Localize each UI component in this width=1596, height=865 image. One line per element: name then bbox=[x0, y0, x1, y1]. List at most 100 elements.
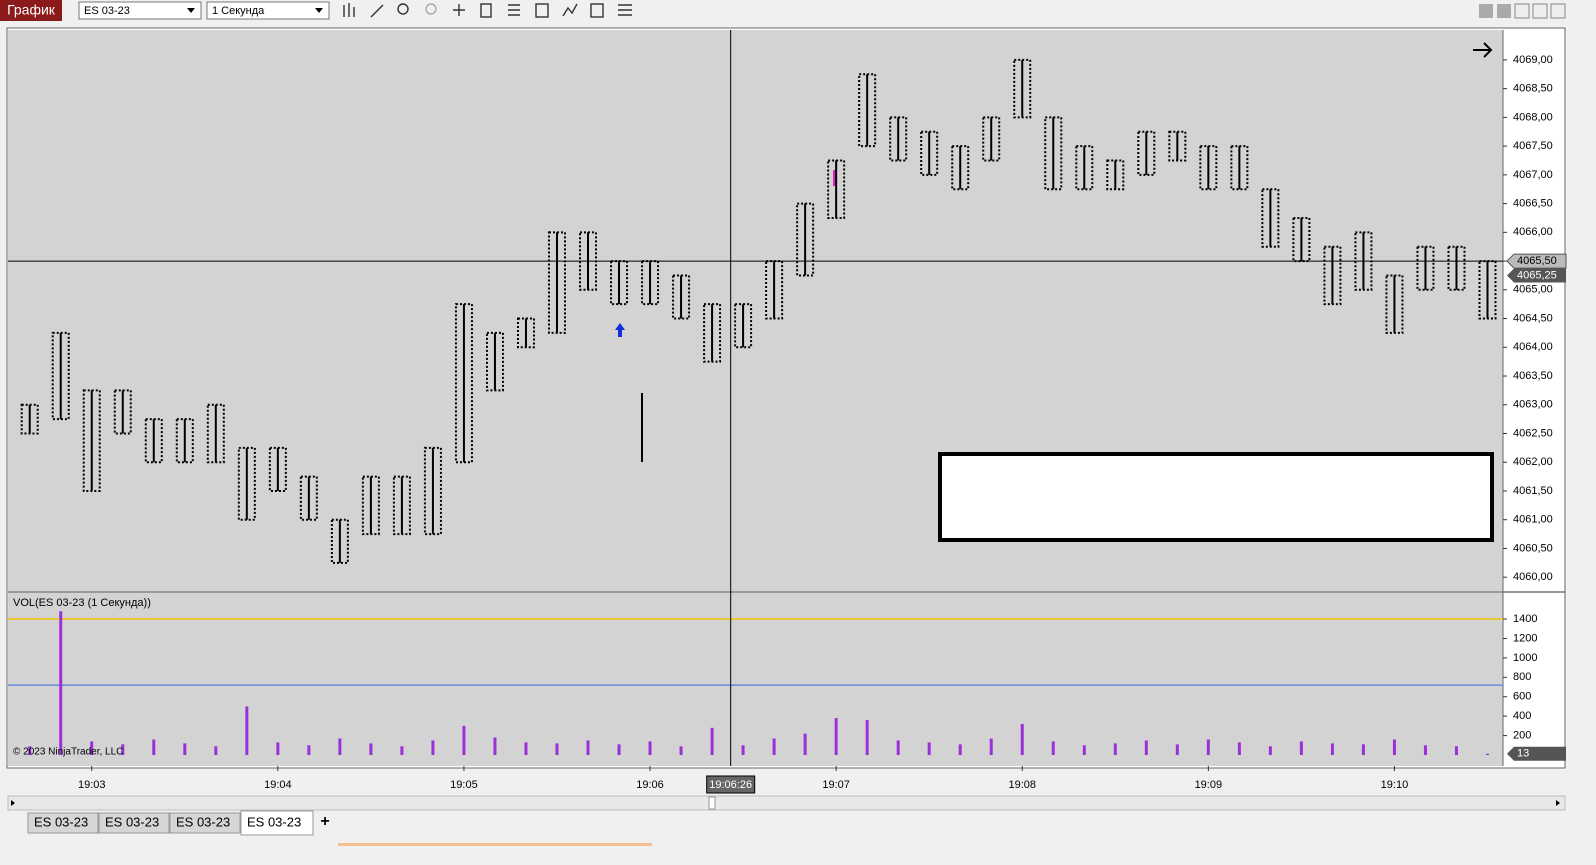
volume-bar bbox=[989, 738, 993, 756]
y-tick-label: 4060,50 bbox=[1513, 542, 1553, 554]
minimize-button[interactable] bbox=[1514, 3, 1530, 19]
indicator-title: VOL(ES 03-23 (1 Секунда)) bbox=[13, 597, 151, 609]
scrollbar-thumb[interactable] bbox=[708, 796, 716, 810]
x-tick-label: 19:09 bbox=[1195, 779, 1223, 791]
y-tick-label: 4066,00 bbox=[1513, 226, 1553, 238]
volume-bar bbox=[1330, 743, 1334, 756]
crosshair-time-box bbox=[706, 775, 756, 794]
volume-bar bbox=[307, 745, 311, 756]
volume-bar bbox=[1454, 746, 1458, 756]
scrollbar[interactable] bbox=[7, 795, 1566, 811]
volume-bar bbox=[834, 718, 838, 756]
volume-bar bbox=[400, 746, 404, 756]
crosshair-icon[interactable] bbox=[453, 4, 465, 16]
y-tick-label: 200 bbox=[1513, 730, 1531, 742]
y-tick-label: 400 bbox=[1513, 710, 1531, 722]
strategy-icon[interactable] bbox=[535, 3, 549, 18]
volume-bar bbox=[1051, 741, 1055, 756]
template-icon[interactable] bbox=[508, 4, 520, 16]
zoom-in-icon[interactable] bbox=[397, 3, 409, 15]
y-tick-label: 4061,00 bbox=[1513, 514, 1553, 526]
y-tick-label: 4065,00 bbox=[1513, 284, 1553, 296]
y-tick-label: 1400 bbox=[1513, 613, 1537, 625]
x-tick-label: 19:07 bbox=[822, 779, 850, 791]
window-button[interactable] bbox=[1479, 4, 1493, 18]
volume-bar bbox=[338, 738, 342, 756]
tab[interactable] bbox=[240, 810, 314, 836]
execution-marker bbox=[833, 170, 837, 186]
tab-label[interactable]: ES 03-23 bbox=[247, 814, 301, 829]
bar-type-icon[interactable] bbox=[343, 3, 355, 17]
y-tick-label: 4063,00 bbox=[1513, 399, 1553, 411]
volume-bar bbox=[152, 739, 156, 756]
last-price-marker bbox=[1507, 268, 1566, 283]
indicator-icon[interactable] bbox=[562, 3, 578, 17]
instrument-select[interactable] bbox=[78, 1, 202, 20]
volume-bar bbox=[896, 740, 900, 756]
y-tick-label: 4067,00 bbox=[1513, 169, 1553, 181]
tab[interactable] bbox=[98, 812, 170, 834]
scroll-to-end-icon[interactable] bbox=[1473, 42, 1493, 58]
instrument-value[interactable]: ES 03-23 bbox=[84, 5, 130, 17]
chart-menu-label[interactable]: График bbox=[7, 2, 56, 18]
status-bar-strip bbox=[338, 843, 652, 846]
tab[interactable] bbox=[27, 812, 99, 834]
volume-bar bbox=[1423, 745, 1427, 756]
window-button[interactable] bbox=[1497, 4, 1511, 18]
volume-bar bbox=[276, 742, 280, 756]
volume-bar bbox=[1082, 745, 1086, 756]
tab[interactable] bbox=[169, 812, 241, 834]
restore-button[interactable] bbox=[1532, 3, 1548, 19]
volume-bar bbox=[1392, 739, 1396, 756]
volume-bar bbox=[431, 740, 435, 756]
last-value-marker bbox=[1507, 746, 1566, 761]
volume-bar bbox=[958, 744, 962, 756]
volume-bar bbox=[493, 737, 497, 756]
y-tick-label: 1000 bbox=[1513, 652, 1537, 664]
drawing-tool-icon[interactable] bbox=[370, 4, 384, 18]
order-icon[interactable] bbox=[590, 3, 604, 18]
volume-bar bbox=[524, 742, 528, 756]
volume-bar bbox=[1020, 723, 1024, 756]
close-button[interactable] bbox=[1550, 3, 1566, 19]
y-tick-label: 4064,00 bbox=[1513, 341, 1553, 353]
dropdown-arrow bbox=[315, 8, 323, 13]
y-tick-label: 800 bbox=[1513, 671, 1531, 683]
x-tick-label: 19:10 bbox=[1381, 779, 1409, 791]
chart-menu-button[interactable] bbox=[0, 0, 62, 21]
volume-panel bbox=[8, 593, 1503, 766]
interval-value[interactable]: 1 Секунда bbox=[212, 5, 265, 17]
volume-bar bbox=[121, 744, 125, 756]
volume-bar bbox=[1175, 744, 1179, 756]
properties-icon[interactable] bbox=[480, 3, 492, 18]
volume-bar bbox=[617, 744, 621, 756]
interval-select[interactable] bbox=[206, 1, 330, 20]
tab-label[interactable]: ES 03-23 bbox=[34, 814, 88, 829]
y-tick-label: 4066,50 bbox=[1513, 197, 1553, 209]
y-tick-label: 4062,00 bbox=[1513, 456, 1553, 468]
dropdown-arrow bbox=[187, 8, 195, 13]
volume-bar bbox=[679, 746, 683, 756]
scroll-left[interactable] bbox=[11, 800, 15, 806]
y-tick-label: 4067,50 bbox=[1513, 140, 1553, 152]
y-tick-label: 4061,50 bbox=[1513, 485, 1553, 497]
volume-bar bbox=[28, 746, 32, 756]
y-tick-label: 4063,50 bbox=[1513, 370, 1553, 382]
volume-bar bbox=[1237, 742, 1241, 756]
scroll-right[interactable] bbox=[1556, 800, 1560, 806]
volume-bar bbox=[1206, 739, 1210, 756]
y-tick-label: 4068,00 bbox=[1513, 111, 1553, 123]
buy-arrow bbox=[615, 323, 625, 337]
y-tick-label: 4069,00 bbox=[1513, 54, 1553, 66]
volume-bar bbox=[183, 743, 187, 756]
tab-label[interactable]: ES 03-23 bbox=[176, 814, 230, 829]
y-tick-label: 4064,50 bbox=[1513, 312, 1553, 324]
volume-bar bbox=[772, 738, 776, 756]
crosshair-price-label: 4065,50 bbox=[1517, 255, 1557, 267]
menu-icon[interactable] bbox=[618, 4, 632, 16]
add-tab[interactable]: + bbox=[320, 813, 329, 830]
volume-bar bbox=[586, 740, 590, 756]
tab-label[interactable]: ES 03-23 bbox=[105, 814, 159, 829]
zoom-out-icon[interactable] bbox=[425, 3, 437, 15]
